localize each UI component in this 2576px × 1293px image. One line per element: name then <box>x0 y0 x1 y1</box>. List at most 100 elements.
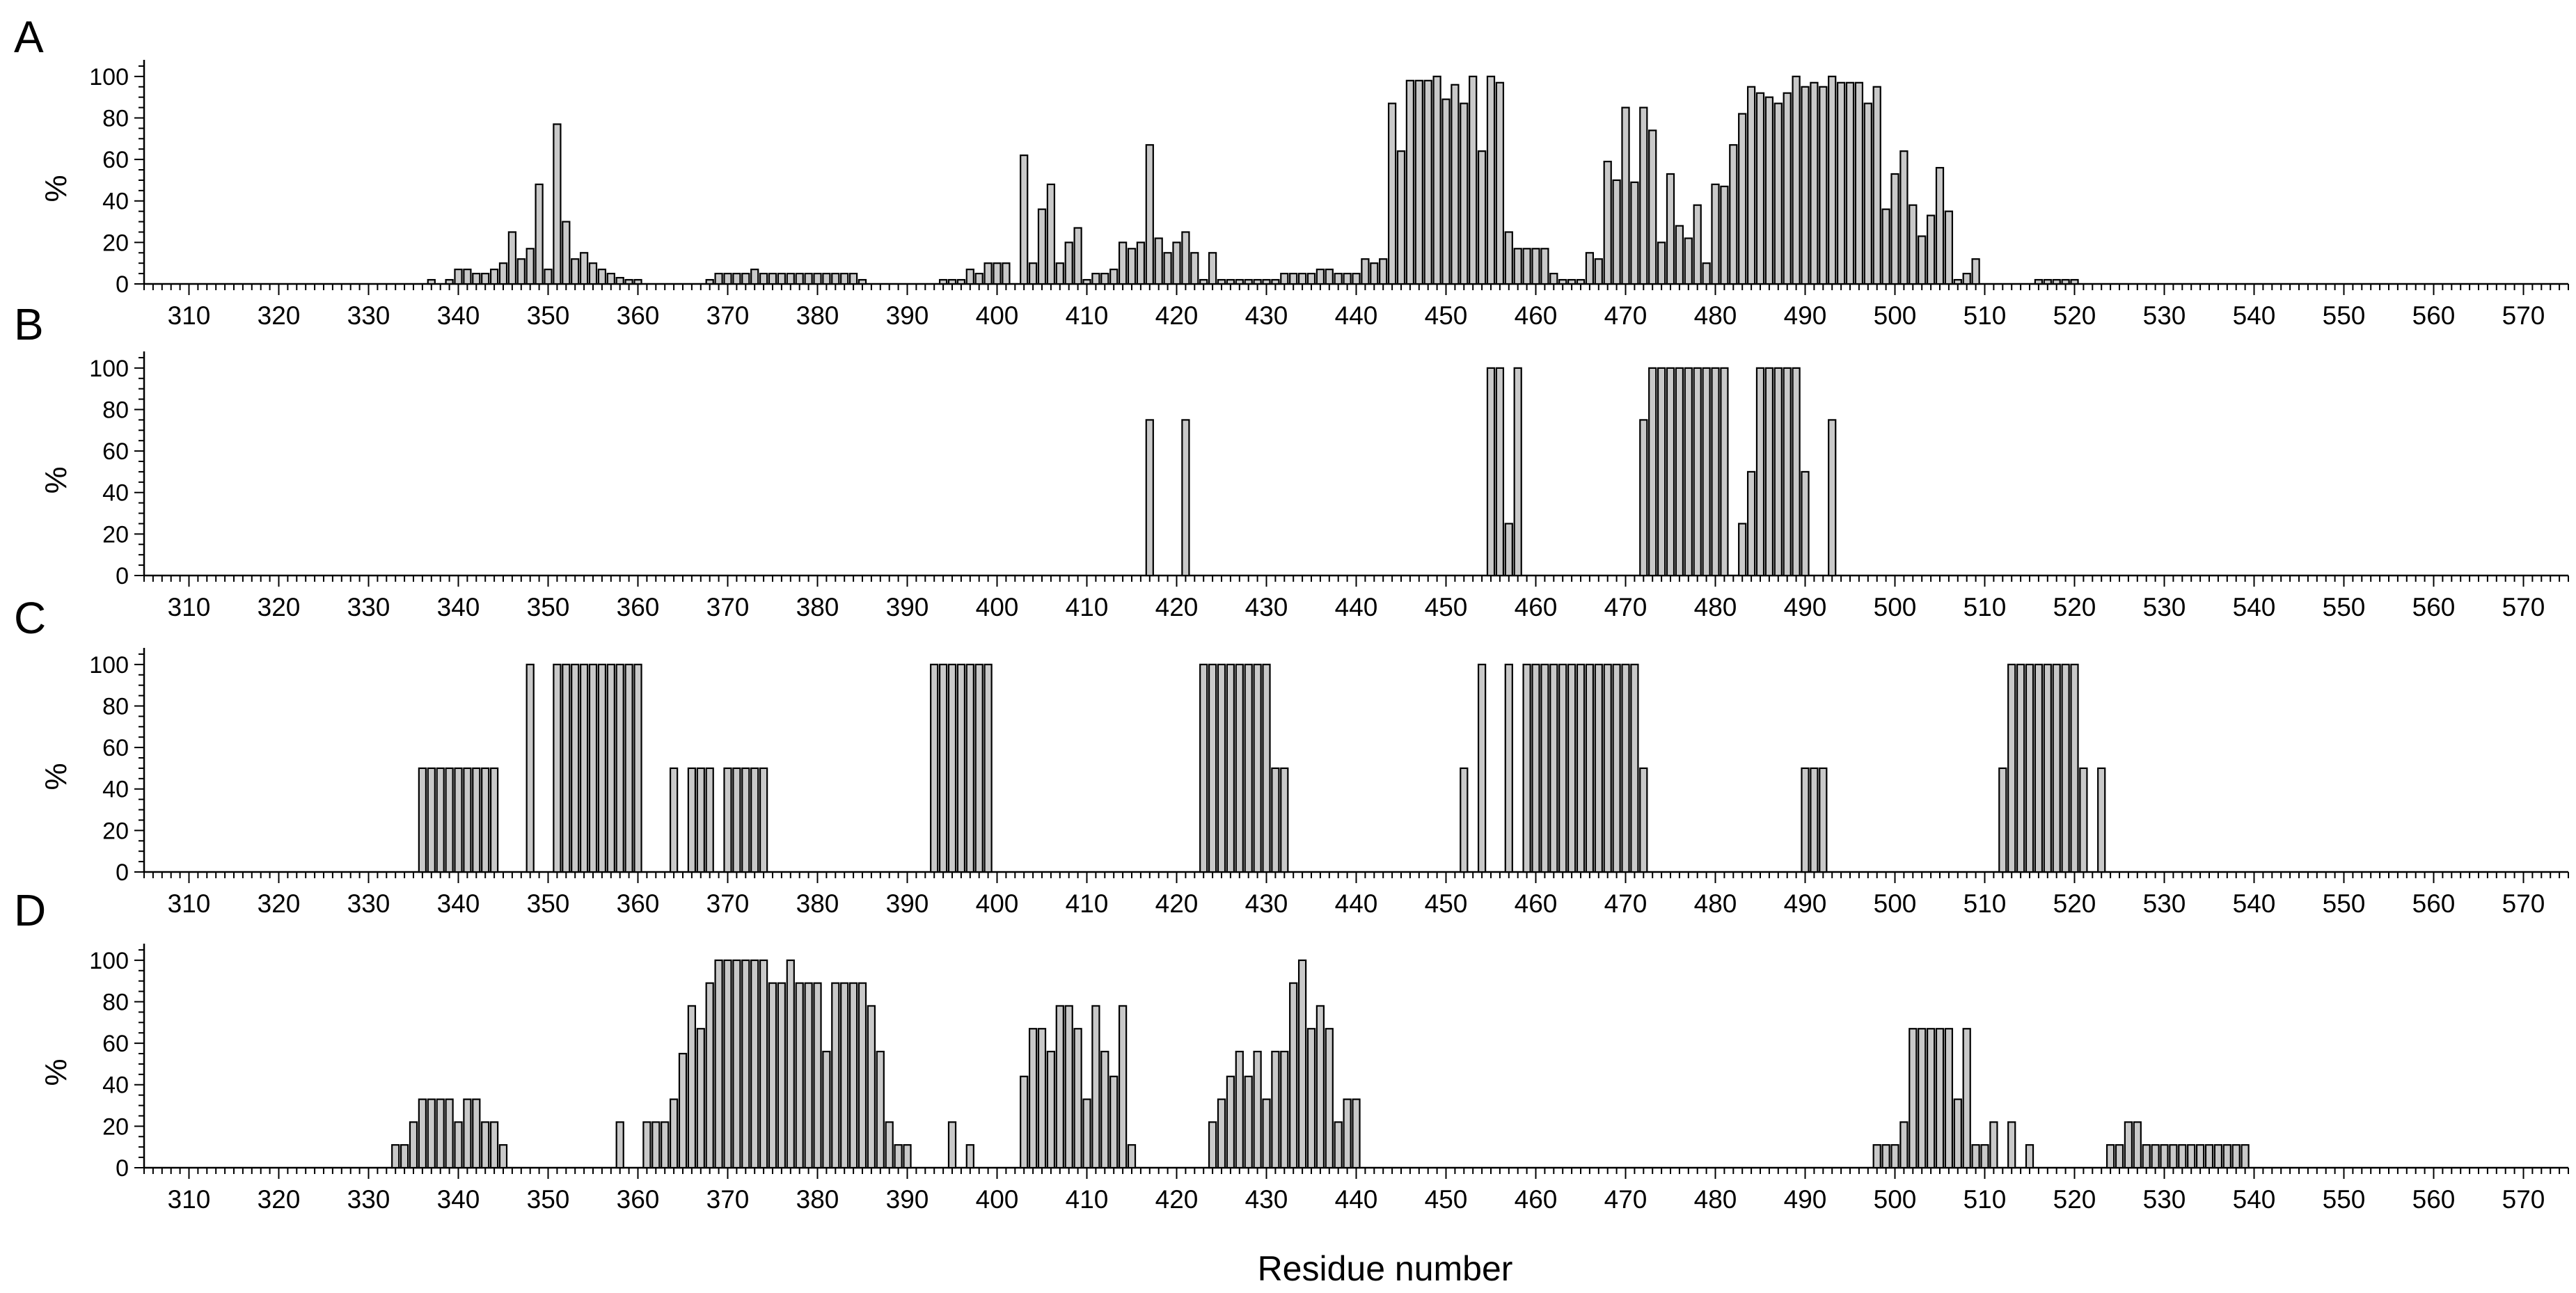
data-bar <box>732 272 741 285</box>
data-bar <box>1253 278 1262 285</box>
data-bar <box>1460 102 1469 285</box>
x-tick-label: 520 <box>2053 1185 2096 1214</box>
data-bar <box>2142 1144 2151 1169</box>
y-tick-label: 40 <box>102 1072 129 1099</box>
data-bar <box>1199 278 1208 285</box>
x-tick-label: 470 <box>1604 1185 1647 1214</box>
data-bar <box>507 231 517 285</box>
x-tick-label: 460 <box>1515 593 1558 621</box>
data-bar <box>1289 272 1298 285</box>
data-bar <box>1226 1075 1235 1169</box>
data-bar <box>1881 1144 1890 1169</box>
data-bar <box>858 982 867 1169</box>
data-bar <box>2025 663 2034 873</box>
x-tick-label: 410 <box>1066 593 1109 621</box>
x-tick-label: 380 <box>796 889 839 918</box>
data-bar <box>1002 262 1011 285</box>
data-bar <box>553 123 562 285</box>
data-bar <box>777 272 787 285</box>
data-bar <box>840 272 849 285</box>
data-bar <box>481 767 490 873</box>
data-bar <box>651 1121 661 1169</box>
data-bar <box>1980 1144 1989 1169</box>
data-bar <box>947 278 957 285</box>
x-tick-label: 480 <box>1694 593 1737 621</box>
x-tick-label: 450 <box>1425 593 1468 621</box>
data-bar <box>624 278 633 285</box>
data-bar <box>848 272 858 285</box>
data-bar <box>2151 1144 2160 1169</box>
x-tick-label: 440 <box>1335 301 1378 330</box>
data-bar <box>1046 1050 1056 1169</box>
data-bar <box>409 1121 418 1169</box>
x-tick-label: 390 <box>886 301 929 330</box>
data-bar <box>489 269 499 285</box>
x-tick-label: 350 <box>527 1185 570 1214</box>
y-tick-label: 40 <box>102 189 129 215</box>
data-bar <box>1208 252 1217 285</box>
data-bar <box>983 663 993 873</box>
x-tick-label: 400 <box>976 889 1019 918</box>
data-bar <box>1226 663 1235 873</box>
data-bar <box>1055 262 1064 285</box>
x-tick-label: 420 <box>1155 1185 1199 1214</box>
panel-letter: A <box>14 12 44 62</box>
x-tick-label: 360 <box>617 1185 660 1214</box>
data-bar <box>965 1144 974 1169</box>
data-bar <box>804 272 813 285</box>
data-bar <box>391 1144 400 1169</box>
y-axis-label: % <box>39 1058 73 1086</box>
data-bar <box>2231 1144 2241 1169</box>
data-bar <box>1486 75 1496 285</box>
data-bar <box>2034 663 2044 873</box>
data-bar <box>1109 269 1119 285</box>
data-bar <box>1872 86 1881 285</box>
data-bar <box>786 959 795 1169</box>
x-tick-label: 430 <box>1245 301 1288 330</box>
data-bar <box>1639 106 1648 285</box>
data-bar <box>481 1121 490 1169</box>
data-bar <box>2052 663 2061 873</box>
data-bar <box>1100 1050 1109 1169</box>
x-tick-label: 570 <box>2502 301 2545 330</box>
x-tick-label: 510 <box>1963 593 2007 621</box>
data-bar <box>2070 278 2079 285</box>
data-bar <box>562 221 571 285</box>
x-tick-label: 380 <box>796 301 839 330</box>
data-bar <box>974 272 983 285</box>
x-tick-label: 480 <box>1694 301 1737 330</box>
x-tick-label: 570 <box>2502 1185 2545 1214</box>
data-bar <box>1567 278 1577 285</box>
data-bar <box>1280 272 1289 285</box>
data-bar <box>831 982 840 1169</box>
data-bar <box>1280 767 1289 873</box>
x-tick-label: 370 <box>706 593 750 621</box>
data-bar <box>1899 1121 1909 1169</box>
data-bar <box>2016 663 2025 873</box>
data-bar <box>1845 81 1855 285</box>
y-tick-label: 40 <box>102 777 129 803</box>
data-bar <box>1648 367 1657 577</box>
data-bar <box>1055 1005 1064 1169</box>
data-bar <box>1693 367 1702 577</box>
data-bar <box>1666 367 1675 577</box>
data-bar <box>786 272 795 285</box>
data-bar <box>535 183 544 285</box>
data-bar <box>1971 1144 1980 1169</box>
y-tick-label: 100 <box>89 948 129 974</box>
x-tick-label: 530 <box>2143 301 2186 330</box>
data-bar <box>1738 113 1747 285</box>
data-bar <box>1612 179 1621 285</box>
x-tick-label: 510 <box>1963 889 2007 918</box>
x-tick-label: 500 <box>1874 1185 1917 1214</box>
data-bar <box>472 272 481 285</box>
data-bar <box>1370 262 1379 285</box>
x-tick-label: 430 <box>1245 1185 1288 1214</box>
panel-letter: D <box>14 885 46 935</box>
data-bar <box>1315 1005 1325 1169</box>
data-bar <box>723 272 732 285</box>
data-bar <box>993 262 1002 285</box>
data-bar <box>1684 367 1693 577</box>
data-bar <box>741 959 750 1169</box>
data-bar <box>436 767 445 873</box>
